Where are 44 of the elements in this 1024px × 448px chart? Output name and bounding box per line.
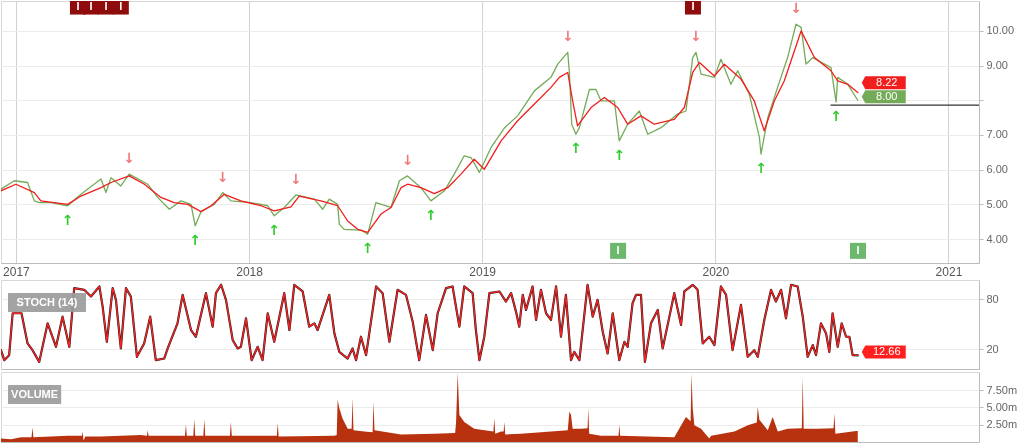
- annotation: ↑: [570, 140, 582, 157]
- annotation: 12.66: [873, 344, 901, 357]
- annotation: ↑: [425, 206, 437, 223]
- annotation: ↑: [189, 231, 202, 248]
- annotation: ↑: [268, 221, 281, 238]
- x-tick-label: 2020: [702, 264, 730, 279]
- annotation: ↓: [561, 28, 574, 45]
- data-label: I: [119, 0, 123, 12]
- data-label: I: [89, 0, 93, 12]
- y-tick-label: 4.00: [986, 232, 1008, 245]
- y-tick-label: 7.00: [986, 128, 1008, 141]
- annotation: ↑: [61, 211, 74, 228]
- annotation: ↓: [290, 170, 302, 187]
- annotation: ↑: [830, 107, 842, 124]
- x-tick-label: 2018: [236, 264, 264, 279]
- annotation: ↑: [361, 240, 374, 257]
- annotation: ↓: [123, 150, 136, 167]
- data-label: I: [856, 243, 860, 256]
- y-tick-label: 9.00: [986, 59, 1008, 72]
- data-label: I: [616, 243, 620, 256]
- text: STOCH (14): [16, 295, 78, 308]
- y-tick-label: 10.00: [986, 24, 1015, 37]
- y-tick-label: 5.00m: [986, 400, 1018, 413]
- annotation: ↑: [755, 160, 767, 177]
- data-label: I: [104, 0, 108, 12]
- y-tick-label: 6.00: [986, 163, 1008, 176]
- x-tick-label: 2017: [3, 264, 31, 279]
- data-label: I: [691, 0, 695, 12]
- text: VOLUME: [11, 387, 59, 400]
- data-label: I: [76, 0, 80, 12]
- annotation: ↓: [790, 0, 802, 17]
- annotation: ↑: [613, 146, 626, 163]
- y-tick-label: 80: [986, 292, 999, 305]
- y-tick-label: 2.50m: [986, 418, 1018, 431]
- y-tick-label: 20: [986, 342, 999, 355]
- y-tick-label: 5.00: [986, 197, 1008, 210]
- annotation: ↓: [216, 168, 229, 185]
- x-tick-label: 2021: [935, 264, 963, 279]
- x-tick-label: 2019: [469, 264, 497, 279]
- annotation: 8.22: [876, 75, 898, 88]
- annotation: ↓: [690, 28, 702, 45]
- annotation: ↓: [401, 151, 414, 168]
- y-tick-label: 7.50m: [986, 383, 1018, 396]
- annotation: 8.00: [876, 89, 898, 102]
